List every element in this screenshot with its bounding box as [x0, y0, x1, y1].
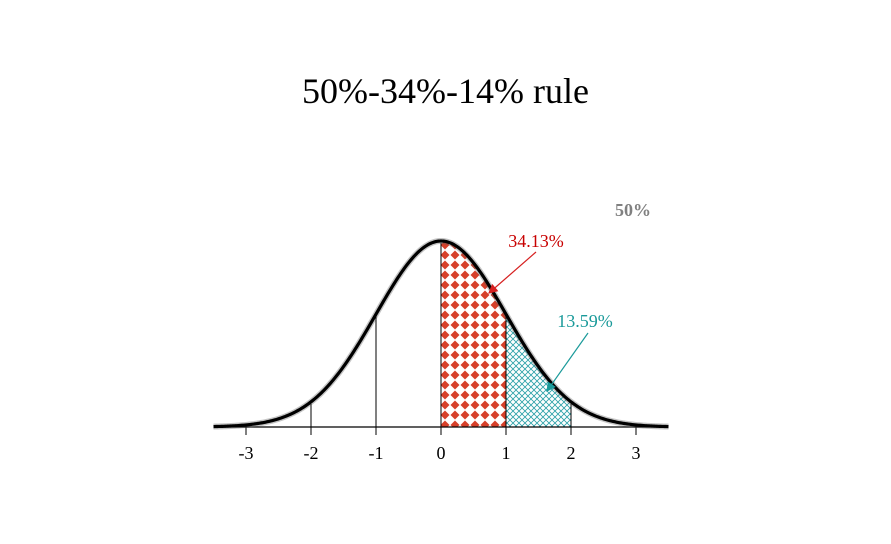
one-sd-label: 34.13%: [508, 231, 564, 251]
normal-curve: [213, 239, 669, 429]
two-sd-arrow: [546, 332, 589, 392]
tick-label: 3: [632, 443, 641, 463]
tick-label: 2: [567, 443, 576, 463]
one-sd-arrow: [488, 251, 537, 294]
tick-label: -3: [239, 443, 254, 463]
tick-marks: [245, 427, 637, 435]
tick-label: 0: [437, 443, 446, 463]
tick-label: -1: [369, 443, 384, 463]
half-label: 50%: [615, 200, 651, 220]
tick-labels: -3 -2 -1 0 1 2 3: [239, 443, 641, 463]
tick-label: -2: [304, 443, 319, 463]
one-sd-shaded-region: [441, 241, 506, 427]
page-title: 50%-34%-14% rule: [302, 71, 589, 111]
tick-label: 1: [502, 443, 511, 463]
two-sd-label: 13.59%: [557, 311, 613, 331]
sd-lines: [310, 243, 572, 427]
